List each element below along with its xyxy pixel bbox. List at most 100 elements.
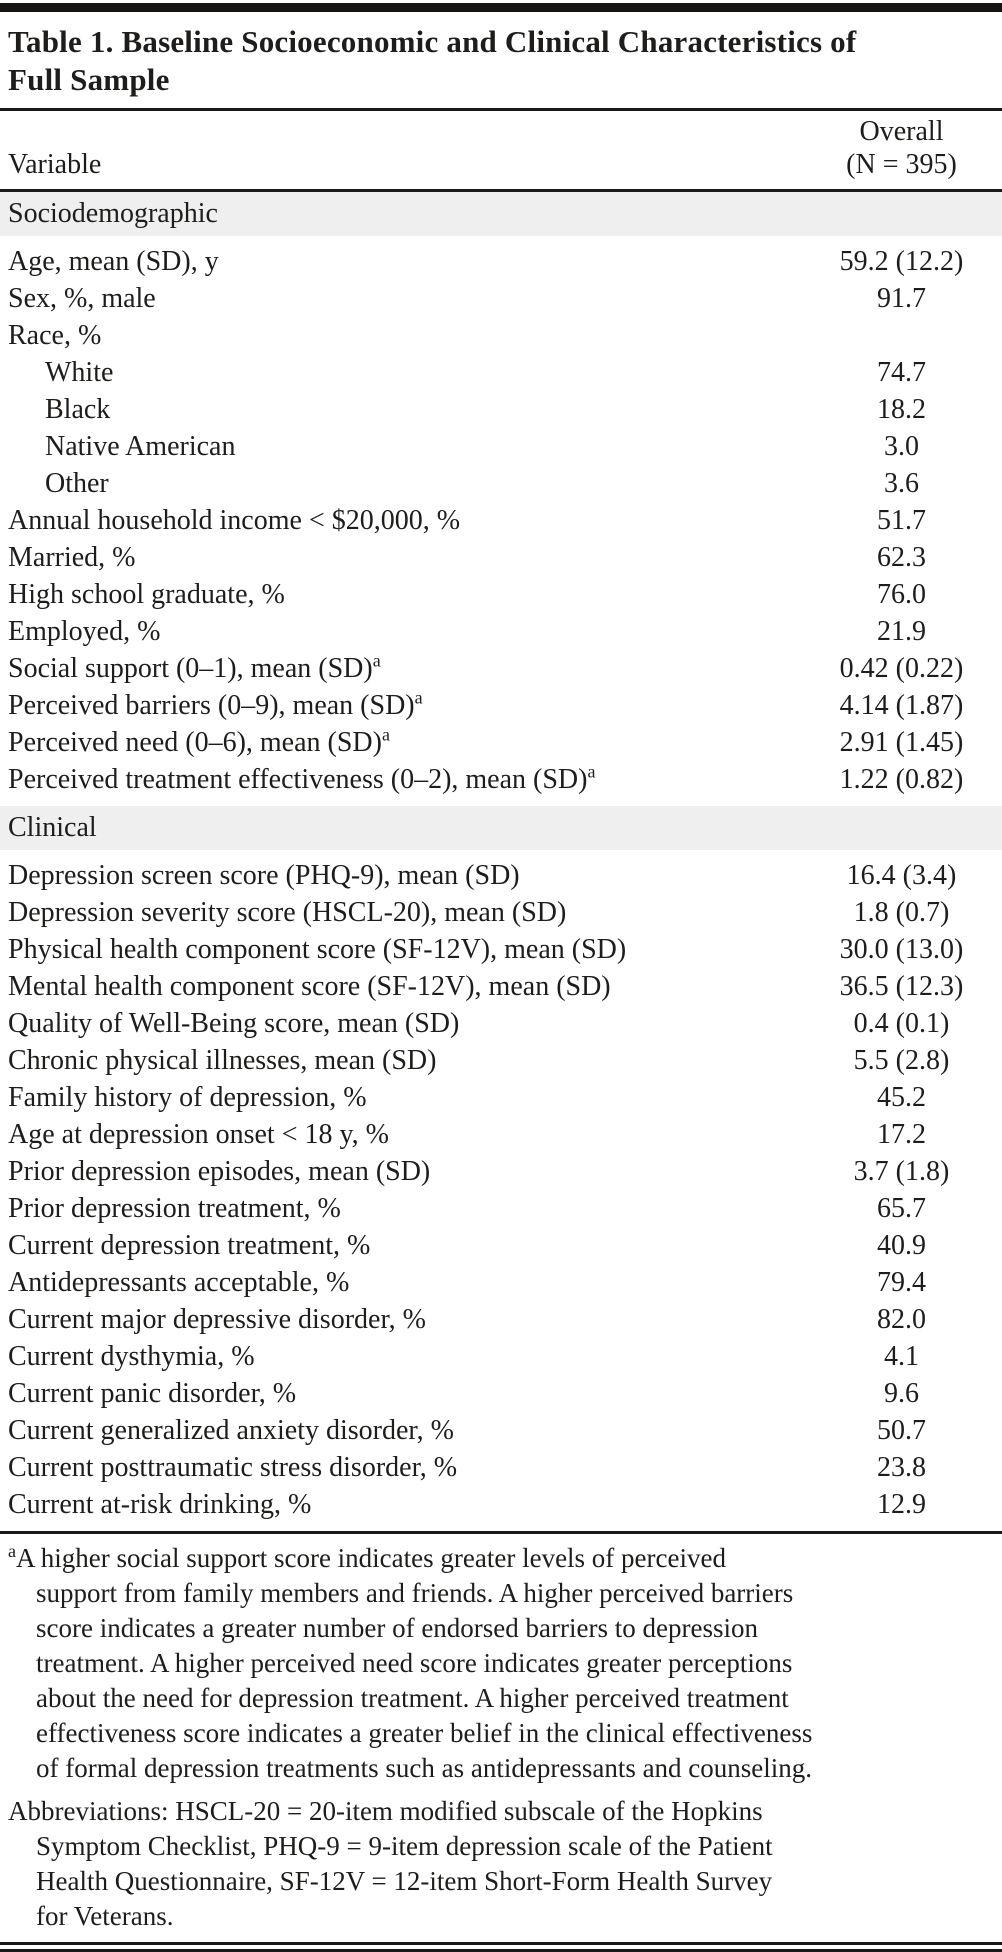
row-value: 3.6 [884,468,919,499]
row-label: Current major depressive disorder, % [8,1304,426,1335]
row-value: 0.42 (0.22) [839,653,964,684]
table-row: Antidepressants acceptable, % 79.4 [0,1264,1002,1301]
table-row: Depression severity score (HSCL-20), mea… [0,894,1002,931]
row-label: Race, % [8,320,102,351]
table-row: Prior depression treatment, % 65.7 [0,1190,1002,1227]
row-label: Current generalized anxiety disorder, % [8,1415,454,1446]
row-label: Prior depression episodes, mean (SD) [8,1156,431,1187]
table-row: High school graduate, % 76.0 [0,576,1002,613]
table-body: Sociodemographic Age, mean (SD), y 59.2 (1… [0,192,1002,1531]
row-label: Age, mean (SD), y [8,246,219,277]
table-row: Current depression treatment, % 40.9 [0,1227,1002,1264]
column-header-overall: Overall (N = 395) [809,115,994,181]
footnote-rule [0,1531,1002,1534]
row-label: Current posttraumatic stress disorder, % [8,1452,458,1483]
table-row: Current dysthymia, % 4.1 [0,1338,1002,1375]
column-header-overall-line1: Overall [859,116,944,147]
table-row: Race, % [0,317,1002,354]
table-row: Prior depression episodes, mean (SD) 3.7 … [0,1153,1002,1190]
row-value: 21.9 [877,616,926,647]
table-row: Black 18.2 [0,391,1002,428]
row-label: Social support (0–1), mean (SD)a [8,650,381,684]
row-value: 45.2 [877,1082,926,1113]
row-value: 0.4 (0.1) [853,1008,950,1039]
row-value: 62.3 [877,542,926,573]
table-row: Physical health component score (SF-12V)… [0,931,1002,968]
row-label: Perceived need (0–6), mean (SD)a [8,724,390,758]
title-rule [0,108,1002,111]
row-value: 40.9 [877,1230,926,1261]
footnote-a-marker: a [8,1541,16,1561]
row-label: Current panic disorder, % [8,1378,297,1409]
row-label: Current at-risk drinking, % [8,1489,312,1520]
column-header-variable: Variable [8,149,102,180]
abbreviations-note: Abbreviations: HSCL-20 = 20-item modifie… [8,1794,994,1934]
column-header-row: Variable Overall (N = 395) [0,111,1002,189]
row-value: 91.7 [877,283,926,314]
row-value: 51.7 [877,505,926,536]
row-value: 50.7 [877,1415,926,1446]
table-row: Current panic disorder, % 9.6 [0,1375,1002,1412]
row-label: Current depression treatment, % [8,1230,371,1261]
row-value: 74.7 [877,357,926,388]
row-label: Quality of Well-Being score, mean (SD) [8,1008,460,1039]
row-label: Current dysthymia, % [8,1341,255,1372]
abbreviations-text: Abbreviations: HSCL-20 = 20-item modifie… [8,1796,773,1931]
row-label: White [45,357,114,388]
table-row: Sex, %, male 91.7 [0,280,1002,317]
table-row: Other 3.6 [0,465,1002,502]
row-label: Perceived barriers (0–9), mean (SD)a [8,687,423,721]
row-value: 18.2 [877,394,926,425]
row-label: High school graduate, % [8,579,285,610]
row-value: 9.6 [884,1378,919,1409]
section-header: Clinical [0,806,1002,850]
table-title: Table 1. Baseline Socioeconomic and Clin… [8,24,857,97]
footnote-a: aA higher social support score indicates… [8,1541,994,1786]
table-row: Native American 3.0 [0,428,1002,465]
row-value: 5.5 (2.8) [853,1045,950,1076]
footnote-ref: a [587,761,596,782]
footnote-a-text: A higher social support score indicates … [16,1543,813,1783]
section-rows: Age, mean (SD), y 59.2 (12.2) Sex, %, male… [0,236,1002,806]
row-value: 59.2 (12.2) [839,246,964,277]
top-rule-bar [0,3,1002,12]
table-row: Annual household income < $20,000, % 51.7 [0,502,1002,539]
row-value: 1.8 (0.7) [853,897,950,928]
row-label: Native American [45,431,236,462]
row-value: 3.7 (1.8) [853,1156,950,1187]
table-row: Perceived need (0–6), mean (SD)a 2.91 (1.… [0,724,1002,761]
row-label: Family history of depression, % [8,1082,367,1113]
table-row: Married, % 62.3 [0,539,1002,576]
row-value: 3.0 [884,431,919,462]
footnote-ref: a [372,650,381,671]
section-header: Sociodemographic [0,192,1002,236]
row-value: 4.14 (1.87) [839,690,964,721]
row-value: 30.0 (13.0) [839,934,964,965]
row-value: 65.7 [877,1193,926,1224]
row-label: Antidepressants acceptable, % [8,1267,350,1298]
table-row: Current major depressive disorder, % 82.0 [0,1301,1002,1338]
row-value: 16.4 (3.4) [846,860,957,891]
row-label: Employed, % [8,616,161,647]
footnote-ref: a [414,687,423,708]
table-row: White 74.7 [0,354,1002,391]
table-row: Chronic physical illnesses, mean (SD) 5.5… [0,1042,1002,1079]
row-label: Age at depression onset < 18 y, % [8,1119,390,1150]
table-row: Current posttraumatic stress disorder, %… [0,1449,1002,1486]
table-row: Perceived treatment effectiveness (0–2),… [0,761,1002,798]
row-value: 4.1 [884,1341,919,1372]
table-row: Age, mean (SD), y 59.2 (12.2) [0,243,1002,280]
row-label: Prior depression treatment, % [8,1193,341,1224]
table-row: Current at-risk drinking, % 12.9 [0,1486,1002,1523]
table-row: Depression screen score (PHQ-9), mean (S… [0,857,1002,894]
header-rule [0,189,1002,192]
row-label: Mental health component score (SF-12V), … [8,971,611,1002]
section-rows: Depression screen score (PHQ-9), mean (S… [0,850,1002,1531]
row-value: 2.91 (1.45) [839,727,964,758]
row-value: 1.22 (0.82) [839,764,964,795]
footnote-ref: a [381,724,390,745]
row-label: Depression severity score (HSCL-20), mea… [8,897,567,928]
row-value: 17.2 [877,1119,926,1150]
row-label: Depression screen score (PHQ-9), mean (S… [8,860,520,891]
row-value [809,317,994,354]
